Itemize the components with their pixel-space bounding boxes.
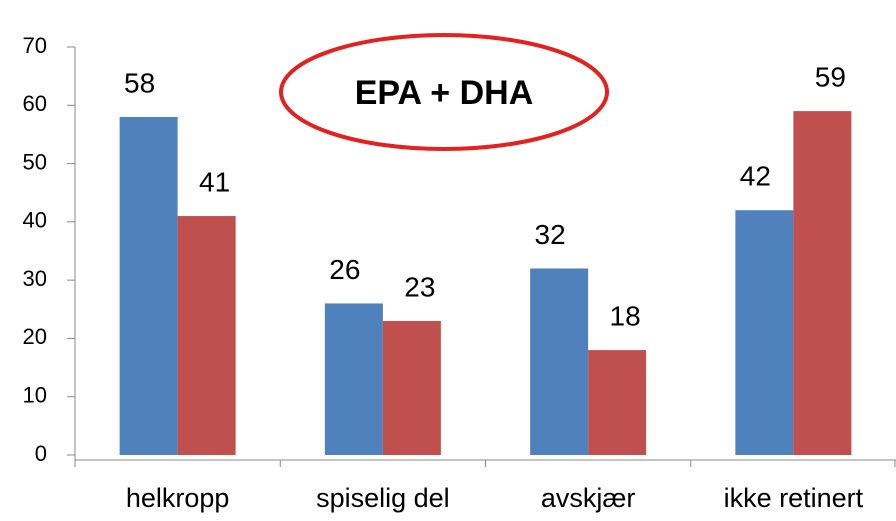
data-label: 58 bbox=[124, 67, 155, 98]
x-tick-label: spiselig del bbox=[316, 483, 450, 513]
bar bbox=[588, 350, 647, 455]
y-tick-label: 20 bbox=[23, 324, 47, 349]
data-label: 18 bbox=[610, 300, 641, 331]
bar bbox=[382, 320, 441, 455]
x-tick-label: avskjær bbox=[541, 483, 636, 513]
bar bbox=[324, 303, 383, 455]
y-tick-label: 50 bbox=[23, 149, 47, 174]
data-label: 42 bbox=[740, 161, 771, 192]
y-tick-label: 70 bbox=[23, 33, 47, 58]
bar bbox=[793, 111, 852, 455]
y-tick-label: 10 bbox=[23, 383, 47, 408]
bar bbox=[119, 116, 178, 455]
annotation-ellipse bbox=[279, 33, 609, 151]
y-tick-label: 40 bbox=[23, 208, 47, 233]
y-tick-label: 30 bbox=[23, 266, 47, 291]
x-tick-label: ikke retinert bbox=[724, 483, 864, 513]
bar bbox=[735, 210, 794, 455]
data-label: 59 bbox=[815, 62, 846, 93]
bar bbox=[177, 216, 236, 455]
y-tick-label: 60 bbox=[23, 91, 47, 116]
data-label: 32 bbox=[535, 219, 566, 250]
data-label: 41 bbox=[199, 166, 230, 197]
y-tick-label: 0 bbox=[35, 441, 47, 466]
data-label: 26 bbox=[329, 254, 360, 285]
annotation: EPA + DHA bbox=[355, 74, 534, 112]
data-label: 23 bbox=[404, 271, 435, 302]
x-tick-label: helkropp bbox=[126, 483, 230, 513]
bar bbox=[530, 268, 589, 455]
